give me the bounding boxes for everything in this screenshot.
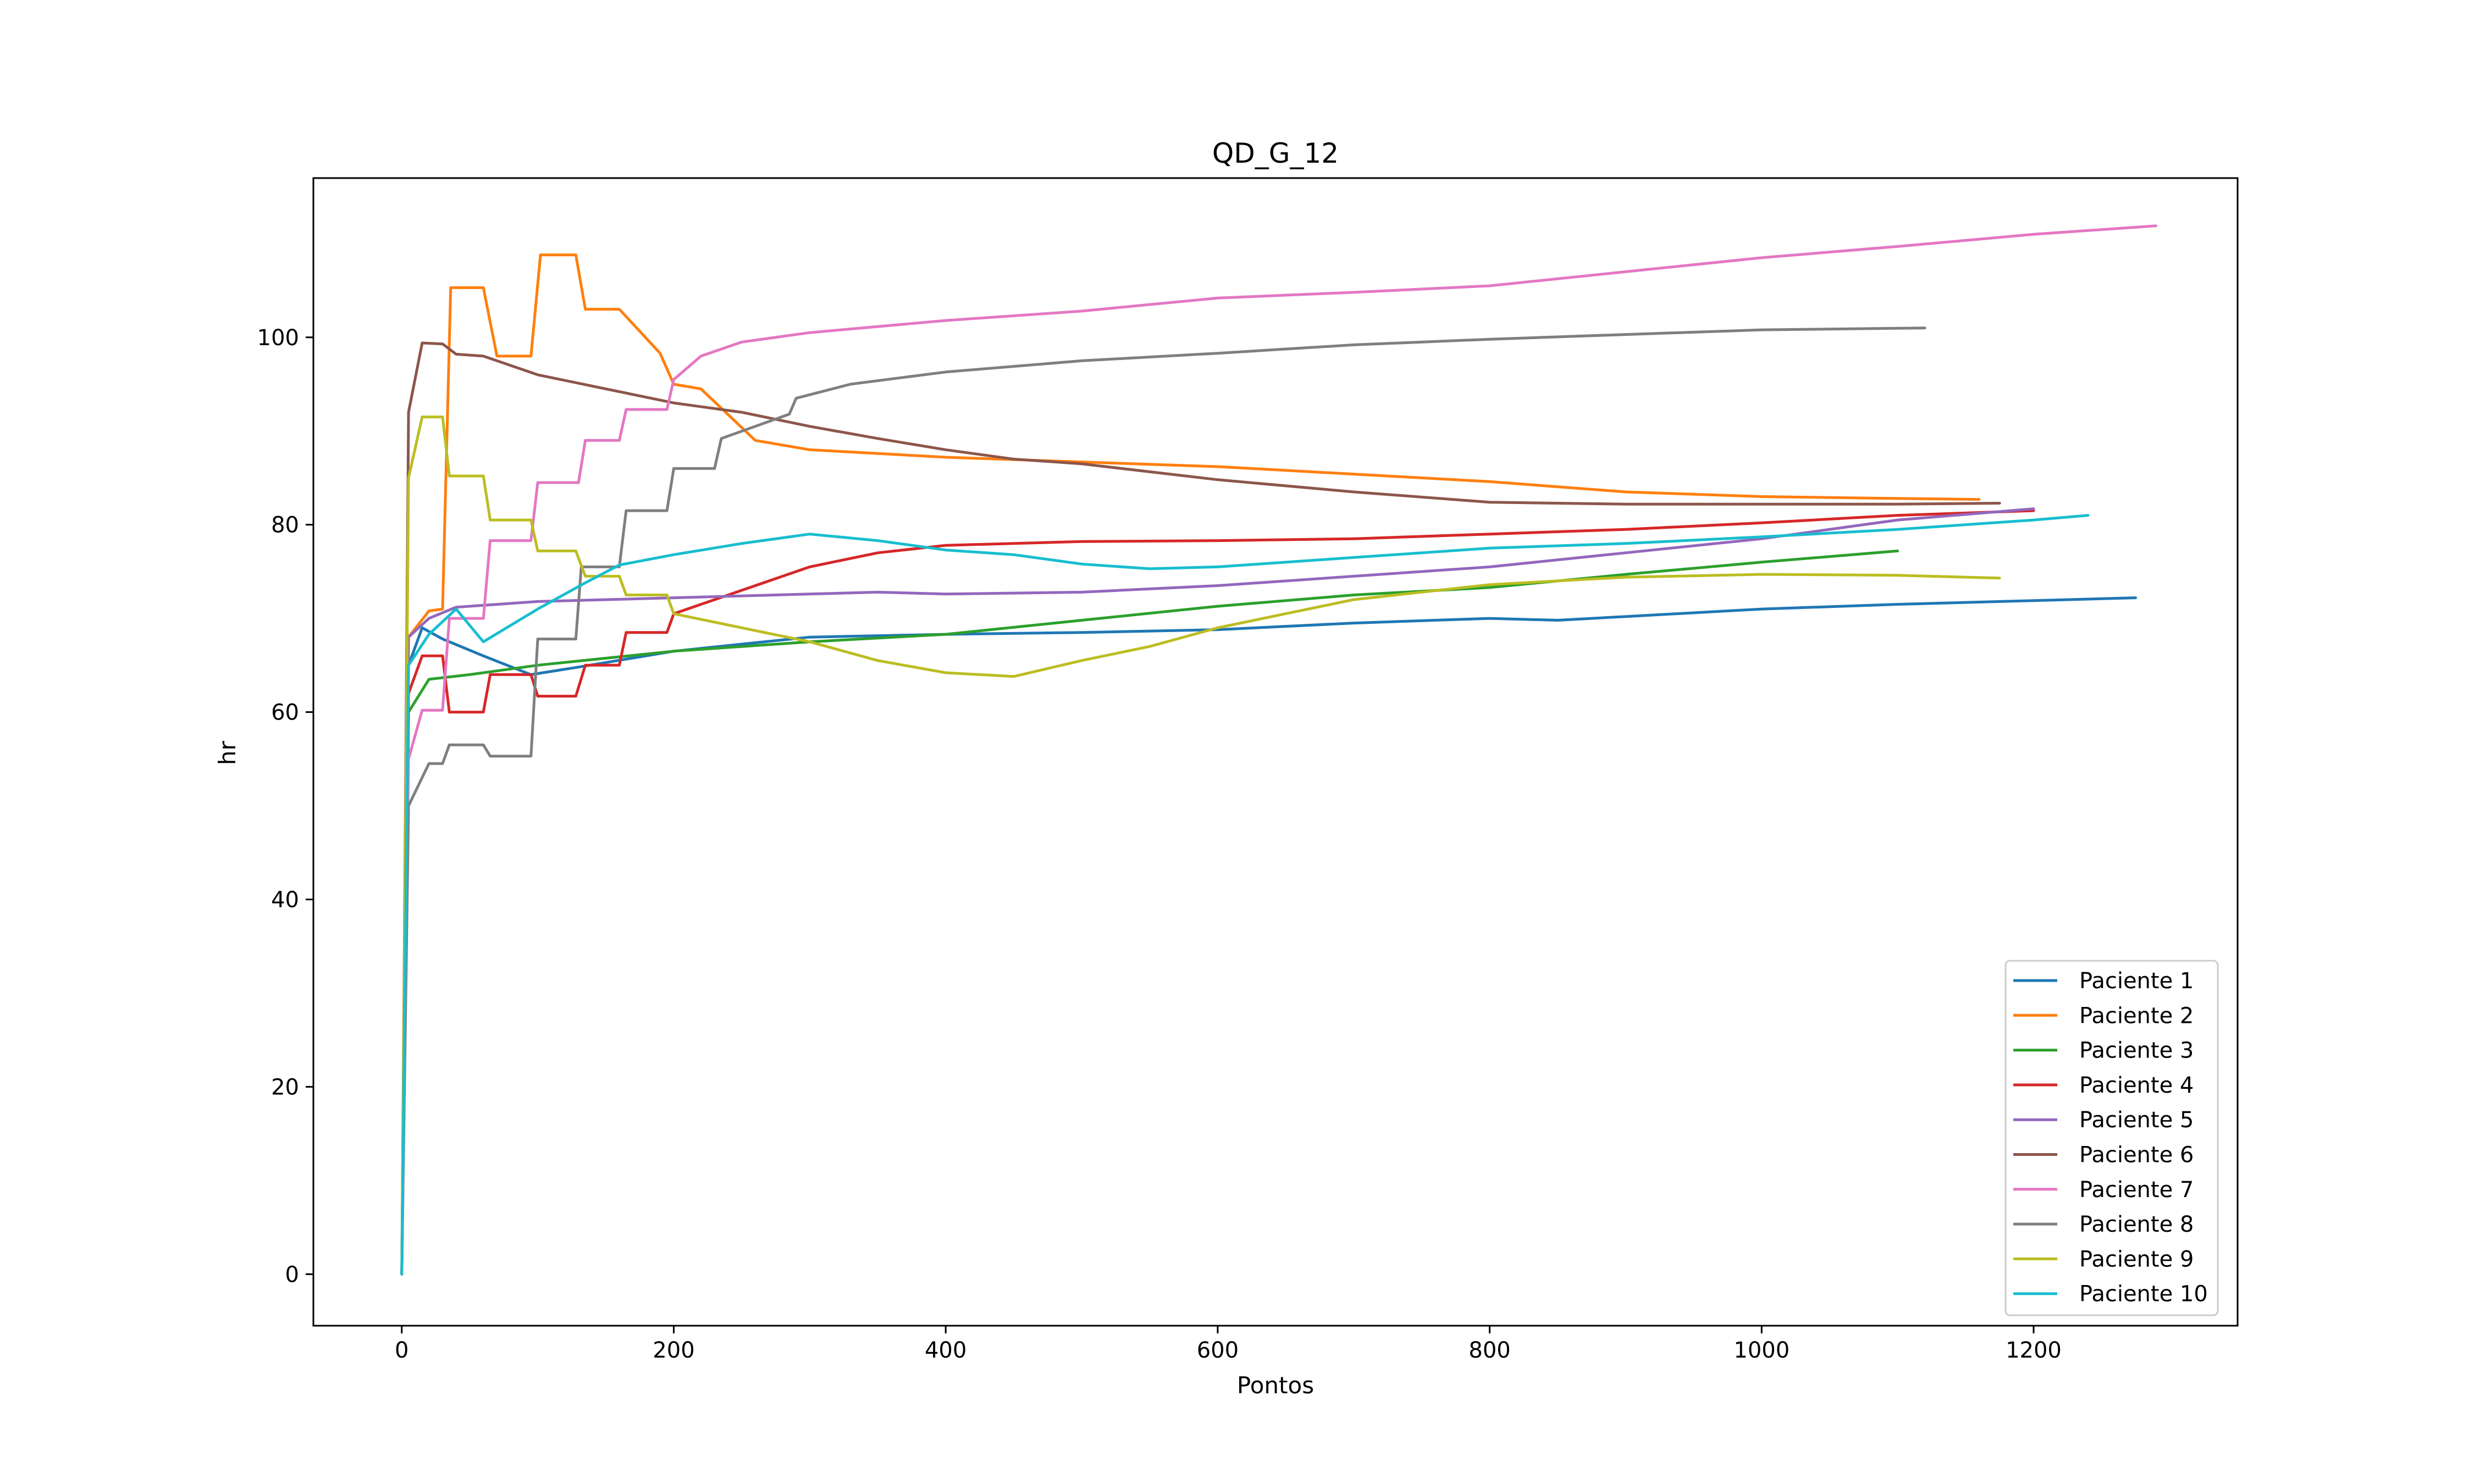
y-tick-label: 60 <box>271 700 299 726</box>
legend-label-9: Paciente 9 <box>2079 1247 2194 1272</box>
y-tick-label: 0 <box>285 1262 299 1287</box>
y-tick-label: 100 <box>257 325 299 351</box>
legend-label-5: Paciente 5 <box>2079 1108 2194 1133</box>
y-axis-label: hr <box>214 740 241 765</box>
x-tick-label: 1200 <box>2006 1338 2062 1363</box>
plot-frame <box>312 177 2239 1327</box>
x-axis-ticks: 0 200 400 600 800 1000 1200 <box>395 1326 2062 1363</box>
chart-title: QD_G_12 <box>1212 137 1339 169</box>
series-line-6 <box>400 341 2001 1276</box>
series-line-9 <box>400 416 2001 1276</box>
legend-label-6: Paciente 6 <box>2079 1143 2194 1168</box>
y-tick-label: 80 <box>271 513 299 538</box>
y-tick-label: 40 <box>271 887 299 912</box>
legend-label-7: Paciente 7 <box>2079 1177 2194 1203</box>
x-tick-label: 1000 <box>1733 1338 1790 1363</box>
y-tick-label: 20 <box>271 1075 299 1100</box>
series-line-4 <box>400 509 2035 1276</box>
series-line-10 <box>400 514 2090 1276</box>
legend-label-4: Paciente 4 <box>2079 1073 2194 1098</box>
series-line-1 <box>400 596 2137 1276</box>
series-line-2 <box>400 253 1981 1276</box>
x-axis-label: Pontos <box>1237 1372 1314 1399</box>
legend-label-3: Paciente 3 <box>2079 1038 2194 1064</box>
legend-label-2: Paciente 2 <box>2079 1003 2194 1028</box>
series-line-7 <box>400 224 2158 1276</box>
legend: Paciente 1 Paciente 2 Paciente 3 Paciente 4… <box>2004 960 2219 1316</box>
x-tick-label: 200 <box>653 1338 694 1363</box>
legend-label-1: Paciente 1 <box>2079 968 2194 994</box>
legend-label-8: Paciente 8 <box>2079 1212 2194 1237</box>
x-tick-label: 0 <box>395 1338 408 1363</box>
legend-box <box>2004 960 2219 1316</box>
legend-label-10: Paciente 10 <box>2079 1282 2208 1307</box>
y-axis-ticks: 0 20 40 60 80 100 <box>257 325 313 1287</box>
x-tick-label: 800 <box>1468 1338 1510 1363</box>
x-tick-label: 400 <box>925 1338 967 1363</box>
x-tick-label: 600 <box>1197 1338 1239 1363</box>
series-layer <box>400 224 2158 1276</box>
series-line-8 <box>400 326 1926 1276</box>
series-line-5 <box>400 507 2035 1276</box>
